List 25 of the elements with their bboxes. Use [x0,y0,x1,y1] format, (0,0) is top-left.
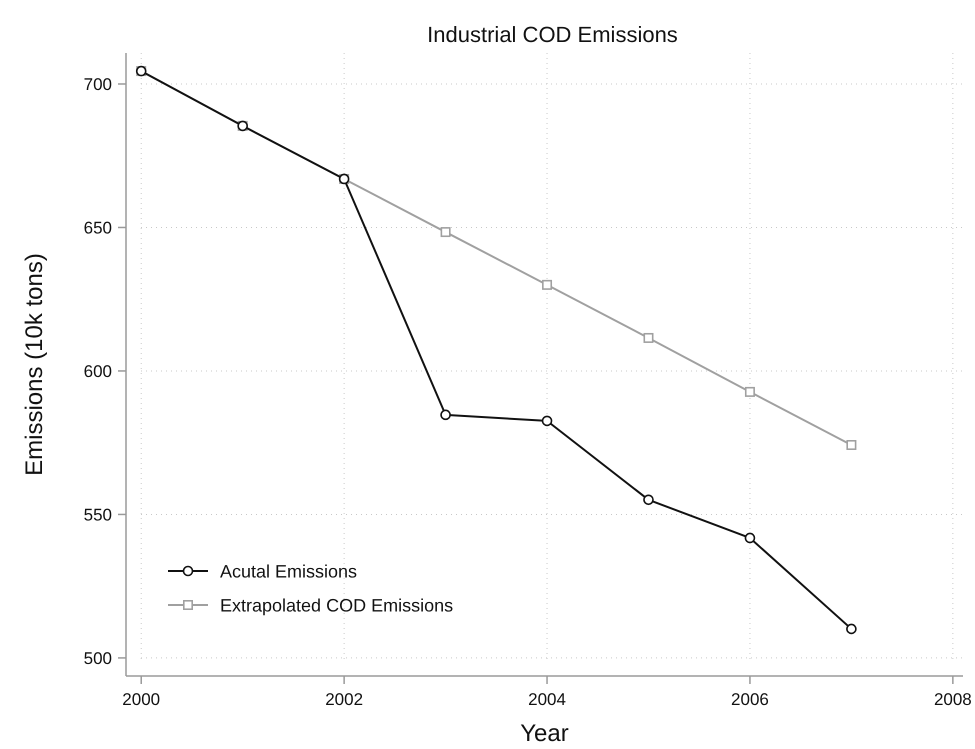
y-tick-label: 600 [84,362,112,381]
y-axis-title: Emissions (10k tons) [21,253,48,476]
x-tick-label: 2006 [731,690,769,709]
point [643,494,654,506]
point [440,227,451,238]
chart-title: Industrial COD Emissions [427,22,678,47]
point [440,410,451,420]
point [744,386,755,397]
y-tick-label: 500 [84,648,112,668]
legend-label: Extrapolated COD Emissions [220,595,454,616]
x-tick-label: 2002 [325,690,364,709]
point [744,532,756,544]
y-tick-label: 650 [84,218,112,238]
point [542,416,552,426]
y-tick-label: 700 [84,74,112,94]
x-tick-label: 2000 [122,690,160,709]
point [643,332,654,343]
x-tick-label: 2004 [528,690,566,709]
x-tick-label: 2008 [934,690,972,709]
point [846,624,857,634]
point [542,280,552,290]
legend-label: Acutal Emissions [220,561,358,582]
x-axis-title: Year [520,720,569,747]
point [846,440,856,450]
y-tick-label: 550 [84,505,112,524]
